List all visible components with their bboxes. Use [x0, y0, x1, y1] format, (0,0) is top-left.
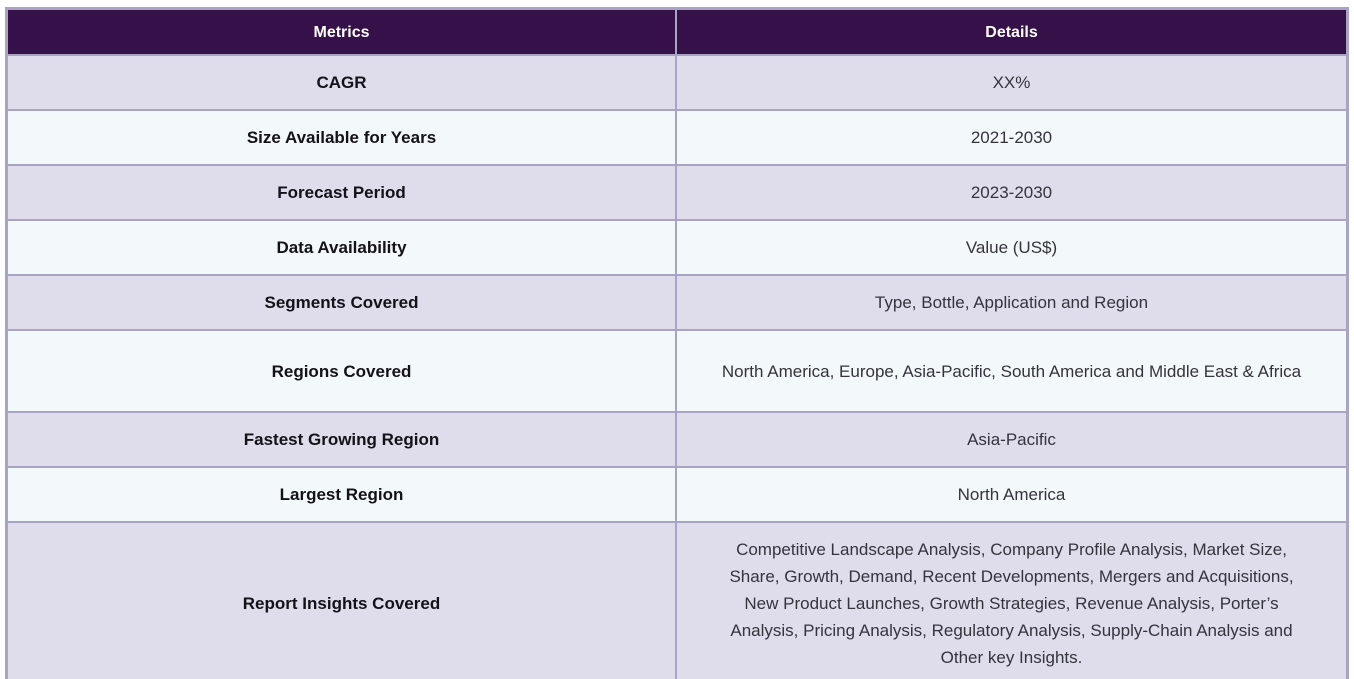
table-row-segments-covered: Segments Covered Type, Bottle, Applicati…	[8, 274, 1346, 329]
table-row-report-insights: Report Insights Covered Competitive Land…	[8, 521, 1346, 679]
detail-cell: Competitive Landscape Analysis, Company …	[677, 523, 1346, 679]
report-scope-table: Metrics Details CAGR XX% Size Available …	[5, 7, 1349, 679]
metric-cell: Regions Covered	[8, 331, 677, 411]
detail-cell: XX%	[677, 56, 1346, 109]
detail-cell: North America, Europe, Asia-Pacific, Sou…	[677, 331, 1346, 411]
metric-cell: Report Insights Covered	[8, 523, 677, 679]
table-row-regions-covered: Regions Covered North America, Europe, A…	[8, 329, 1346, 411]
metric-cell: Data Availability	[8, 221, 677, 274]
table-row-size-available: Size Available for Years 2021-2030	[8, 109, 1346, 164]
detail-cell: 2023-2030	[677, 166, 1346, 219]
table-row-data-availability: Data Availability Value (US$)	[8, 219, 1346, 274]
metric-cell: Fastest Growing Region	[8, 413, 677, 466]
metric-cell: Segments Covered	[8, 276, 677, 329]
metric-cell: Largest Region	[8, 468, 677, 521]
table-row-cagr: CAGR XX%	[8, 54, 1346, 109]
detail-cell: North America	[677, 468, 1346, 521]
detail-cell: Asia-Pacific	[677, 413, 1346, 466]
table-row-forecast-period: Forecast Period 2023-2030	[8, 164, 1346, 219]
metric-cell: Size Available for Years	[8, 111, 677, 164]
table-row-fastest-growing-region: Fastest Growing Region Asia-Pacific	[8, 411, 1346, 466]
table-row-largest-region: Largest Region North America	[8, 466, 1346, 521]
metric-cell: CAGR	[8, 56, 677, 109]
detail-cell: Value (US$)	[677, 221, 1346, 274]
column-header-details: Details	[677, 10, 1346, 54]
table-header-row: Metrics Details	[8, 10, 1346, 54]
column-header-metrics: Metrics	[8, 10, 677, 54]
detail-cell: Type, Bottle, Application and Region	[677, 276, 1346, 329]
detail-cell: 2021-2030	[677, 111, 1346, 164]
metric-cell: Forecast Period	[8, 166, 677, 219]
